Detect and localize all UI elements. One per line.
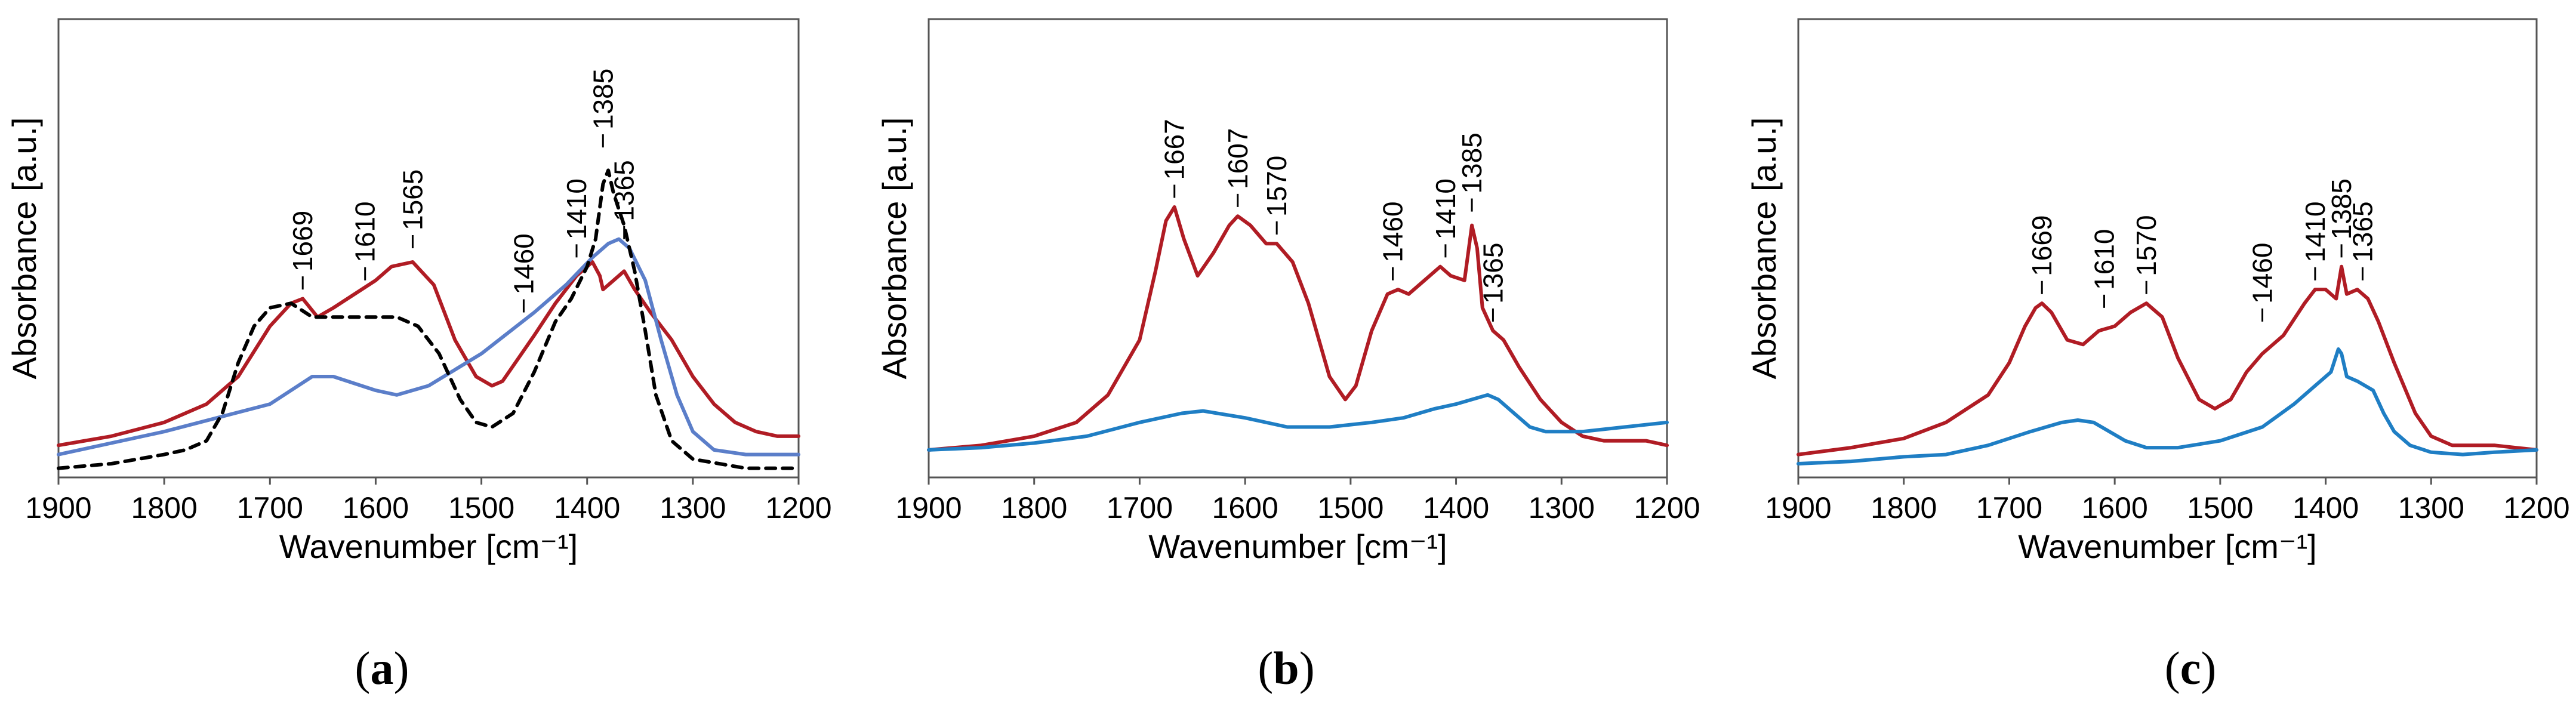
series-blue-line	[1797, 347, 2538, 465]
x-tick-label: 1400	[554, 491, 620, 525]
plot-frame	[57, 18, 800, 479]
series-red-line	[927, 205, 1669, 452]
peak-label: 1610	[2088, 229, 2119, 289]
plot-frame	[1797, 18, 2538, 479]
x-tick-label: 1800	[1871, 491, 1937, 525]
x-tick-label: 1200	[765, 491, 831, 525]
x-tick-label: 1700	[1976, 491, 2042, 525]
y-axis-label: Absorbance [a.u.]	[5, 118, 43, 380]
y-axis-label: Absorbance [a.u.]	[1745, 118, 1783, 380]
panel-label-b: (b)	[1258, 642, 1315, 694]
x-tick-label: 1900	[25, 491, 91, 525]
x-tick-label: 1600	[1212, 491, 1278, 525]
x-tick-label: 1700	[1107, 491, 1173, 525]
x-tick-label: 1500	[448, 491, 514, 525]
x-tick-label: 1400	[1423, 491, 1489, 525]
x-tick-label: 1900	[1765, 491, 1831, 525]
plot-frame	[928, 18, 1668, 479]
x-tick-label: 1300	[1529, 491, 1595, 525]
peak-label: 1365	[2347, 201, 2378, 262]
panel-a: 1900 1800 1700 1600 1500 1400 1300 1200 Wavenumb…	[5, 18, 832, 565]
peak-label: 1570	[2131, 215, 2162, 276]
series-reference-line	[57, 168, 800, 470]
series-red-line	[1797, 264, 2538, 457]
x-tick-label: 1800	[1001, 491, 1067, 525]
x-tick-label: 1300	[660, 491, 726, 525]
panel-label-a: (a)	[355, 642, 409, 694]
x-tick-label: 1700	[237, 491, 303, 525]
peak-label: 1365	[1477, 243, 1508, 304]
peak-label: 1607	[1222, 128, 1253, 189]
x-tick-label: 1200	[2503, 491, 2569, 525]
peak-label: 1460	[1378, 201, 1409, 262]
x-axis-label: Wavenumber [cm⁻¹]	[2018, 528, 2316, 565]
x-tick-label: 1500	[2187, 491, 2253, 525]
series-blue-line	[57, 237, 800, 457]
x-tick-label: 1600	[2082, 491, 2148, 525]
peak-label: 1570	[1261, 156, 1292, 217]
peak-label: 1385	[1456, 132, 1487, 193]
peak-label: 1460	[508, 233, 539, 294]
peak-label: 1460	[2247, 243, 2278, 304]
peak-label: 1667	[1159, 119, 1190, 180]
peak-label: 1669	[287, 211, 318, 272]
peak-label: 1565	[397, 169, 428, 230]
x-tick-label: 1800	[131, 491, 198, 525]
peak-label: 1410	[561, 178, 592, 239]
panel-c: 1900 1800 1700 1600 1500 1400 1300 1200 Wavenumb…	[1745, 18, 2570, 565]
x-tick-label: 1400	[2292, 491, 2359, 525]
x-tick-label: 1500	[1317, 491, 1383, 525]
panel-label-c: (c)	[2164, 642, 2217, 694]
x-axis-label: Wavenumber [cm⁻¹]	[1148, 528, 1447, 565]
y-axis-label: Absorbance [a.u.]	[876, 118, 913, 380]
x-axis-label: Wavenumber [cm⁻¹]	[279, 528, 578, 565]
peak-label: 1410	[1430, 178, 1461, 239]
peak-label: 1410	[2300, 201, 2331, 262]
panel-b: 1900 1800 1700 1600 1500 1400 1300 1200 Wavenumb…	[876, 18, 1700, 565]
peak-label: 1610	[350, 201, 381, 262]
peak-label: 1669	[2026, 215, 2057, 276]
peak-label: 1385	[587, 69, 618, 130]
series-blue-line	[927, 393, 1669, 452]
x-tick-label: 1300	[2398, 491, 2464, 525]
x-tick-label: 1600	[343, 491, 409, 525]
peak-label: 1365	[609, 160, 640, 221]
peak-label: 1385	[2326, 178, 2357, 239]
x-tick-label: 1900	[895, 491, 962, 525]
x-tick-label: 1200	[1634, 491, 1700, 525]
